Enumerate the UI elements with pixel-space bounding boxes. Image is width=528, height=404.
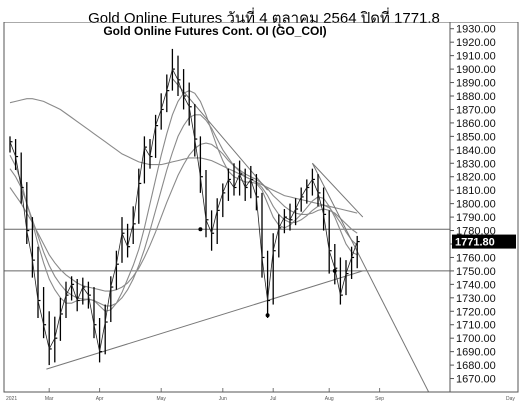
y-tick-label-25: 1680.00 — [456, 360, 496, 372]
y-tick-label-9: 1840.00 — [456, 145, 496, 157]
y-tick-label-17: 1760.00 — [456, 252, 496, 264]
y-tick-label-0: 1930.00 — [456, 24, 496, 36]
y-tick-label-14: 1790.00 — [456, 212, 496, 224]
price-bar-16 — [98, 318, 103, 363]
trendline-3 — [311, 163, 430, 392]
page-title: Gold Online Futures วันที่ 4 ตุลาคม 2564… — [88, 10, 440, 27]
price-bar-19 — [115, 250, 119, 290]
x-tick-label-5: Aug — [325, 396, 334, 402]
y-tick-label-21: 1720.00 — [456, 306, 496, 318]
y-tick-label-11: 1820.00 — [456, 172, 496, 184]
last-price-box — [452, 234, 516, 249]
y-tick-label-3: 1900.00 — [456, 64, 496, 76]
price-bar-15 — [93, 287, 97, 339]
chart-frame — [3, 22, 519, 393]
price-bar-55 — [317, 174, 321, 207]
marker-dot-0 — [198, 227, 203, 232]
price-bar-45 — [261, 192, 265, 278]
y-tick-label-22: 1710.00 — [456, 320, 496, 332]
time-axis: Mar Apr May Jun Jul Aug Sep 2021 Day — [6, 388, 515, 402]
overlay-line-1 — [9, 114, 358, 307]
overlay-line-3 — [9, 98, 358, 214]
price-bar-9 — [59, 297, 63, 341]
price-bar-60 — [345, 260, 349, 296]
y-tick-label-7: 1860.00 — [456, 118, 496, 130]
y-tick-label-10: 1830.00 — [456, 158, 496, 170]
close-line — [9, 67, 358, 352]
y-tick-label-13: 1800.00 — [456, 199, 496, 211]
y-tick-label-2: 1910.00 — [456, 51, 496, 63]
price-bar-7 — [48, 311, 52, 366]
plot-area — [4, 48, 450, 392]
last-price-label: 1771.80 — [455, 237, 495, 249]
price-bar-28 — [166, 74, 170, 113]
y-tick-label-1: 1920.00 — [456, 37, 496, 49]
price-bar-25 — [149, 139, 153, 169]
price-bar-4 — [31, 217, 35, 278]
y-tick-label-23: 1700.00 — [456, 333, 496, 345]
price-bar-27 — [160, 93, 164, 130]
chart-container: Gold Online Futures Cont. OI (GO_COI) 19… — [0, 22, 528, 404]
price-bar-24 — [143, 136, 147, 184]
price-bar-57 — [328, 210, 332, 274]
price-bar-20 — [121, 217, 125, 263]
y-tick-label-8: 1850.00 — [456, 131, 496, 143]
chart-title: Gold Online Futures Cont. OI (GO_COI) — [103, 24, 326, 38]
price-bar-35 — [205, 170, 209, 238]
price-bar-36 — [210, 210, 215, 251]
price-bar-11 — [70, 276, 75, 301]
x-tick-label-0: Mar — [45, 396, 54, 402]
price-bar-41 — [238, 160, 243, 196]
price-bar-59 — [339, 257, 343, 305]
overlay-line-2 — [9, 142, 358, 292]
x-period-label: Day — [506, 396, 515, 402]
x-tick-label-4: Jul — [270, 396, 276, 402]
price-bar-10 — [65, 281, 69, 318]
price-bar-46 — [266, 250, 271, 318]
y-tick-label-6: 1870.00 — [456, 104, 496, 116]
x-year-label: 2021 — [6, 396, 17, 402]
trendline-1 — [172, 78, 268, 191]
price-bar-34 — [199, 136, 203, 193]
x-tick-label-2: May — [156, 396, 166, 402]
price-bar-30 — [177, 55, 181, 96]
y-tick-label-19: 1740.00 — [456, 279, 496, 291]
price-bar-31 — [182, 69, 187, 110]
price-bar-58 — [334, 244, 338, 285]
price-bar-37 — [216, 198, 220, 244]
marker-dot-1 — [265, 313, 270, 318]
price-bar-17 — [104, 304, 108, 355]
price-bar-32 — [188, 82, 192, 126]
marker-dot-2 — [332, 268, 337, 273]
x-tick-label-3: Jun — [219, 396, 227, 402]
y-tick-label-18: 1750.00 — [456, 266, 496, 278]
y-tick-label-4: 1890.00 — [456, 78, 496, 90]
price-bar-62 — [356, 235, 360, 269]
price-chart: Gold Online Futures Cont. OI (GO_COI) 19… — [3, 22, 519, 402]
price-bar-21 — [126, 223, 131, 258]
price-bar-53 — [306, 179, 310, 204]
price-bar-3 — [26, 182, 30, 244]
x-tick-label-1: Apr — [96, 396, 104, 402]
x-tick-label-6: Sep — [375, 396, 384, 402]
y-tick-label-20: 1730.00 — [456, 293, 496, 305]
y-tick-label-5: 1880.00 — [456, 91, 496, 103]
price-bar-48 — [278, 214, 282, 258]
y-tick-label-24: 1690.00 — [456, 347, 496, 359]
price-bar-2 — [20, 152, 24, 204]
price-bar-1 — [14, 139, 19, 170]
y-tick-label-12: 1810.00 — [456, 185, 496, 197]
price-bar-44 — [255, 174, 259, 211]
trendline-2 — [312, 162, 364, 218]
price-bar-47 — [272, 233, 276, 305]
price-bar-33 — [194, 104, 198, 157]
y-tick-label-26: 1670.00 — [456, 374, 496, 386]
price-bar-23 — [138, 168, 142, 224]
price-bar-56 — [322, 187, 327, 231]
y-tick-label-15: 1780.00 — [456, 226, 496, 238]
price-bar-8 — [54, 316, 58, 363]
price-bar-5 — [37, 246, 41, 318]
